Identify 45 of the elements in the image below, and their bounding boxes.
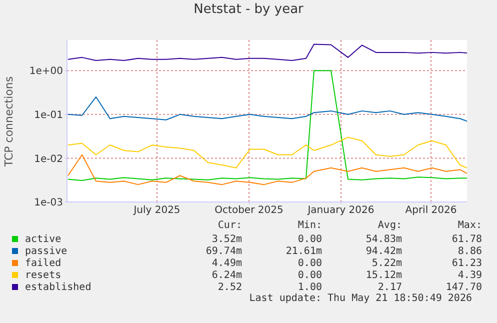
legend-label: failed (24, 258, 62, 268)
x-tick-label: October 2025 (214, 205, 284, 216)
line-series (68, 44, 467, 62)
y-tick-label: 1e-02 (34, 154, 63, 165)
text: Max: (456, 220, 482, 233)
text: 54.83m (364, 234, 402, 244)
text: 6.24m (210, 270, 242, 280)
y-tick-label: 1e-03 (34, 198, 63, 209)
line-series (68, 154, 467, 186)
legend-label: established (24, 282, 92, 292)
text: 1.00 (296, 282, 322, 292)
text: 0.00 (296, 258, 322, 268)
text: 4.49m (210, 258, 242, 268)
x-tick-label: January 2026 (306, 205, 374, 216)
y-tick-label: 1e+00 (29, 66, 63, 78)
text: Cur: (216, 220, 242, 233)
text: Avg: (376, 220, 402, 233)
y-axis-title: TCP connections (2, 76, 16, 166)
text: 8.86 (456, 246, 482, 256)
text: 147.70 (444, 282, 482, 292)
line-series (68, 136, 467, 168)
text: 94.42m (364, 246, 402, 256)
text: 2.52 (216, 282, 242, 292)
legend-label: active (24, 234, 62, 244)
y-tick-label: 1e-01 (34, 110, 63, 121)
text: Min: (296, 220, 322, 233)
text: 3.52m (210, 234, 242, 244)
legend-label: passive (24, 246, 68, 256)
line-series (68, 70, 467, 181)
text: 61.23 (450, 258, 482, 268)
text: 61.78 (450, 234, 482, 244)
text: Last update: Thu May 21 18:50:49 2026 (248, 293, 473, 306)
text: 15.12m (364, 270, 402, 280)
text: 5.22m (370, 258, 402, 268)
text: 4.39 (456, 270, 482, 280)
text: 69.74m (204, 246, 242, 256)
x-tick-label: July 2025 (132, 205, 180, 216)
text: 21.61m (284, 246, 322, 256)
text: 2.17 (376, 282, 402, 292)
legend-label: resets (24, 270, 62, 280)
chart-title: Netstat - by year (192, 2, 304, 17)
text: 0.00 (296, 234, 322, 244)
text: 0.00 (296, 270, 322, 280)
x-tick-label: April 2026 (405, 205, 457, 216)
line-series (68, 96, 467, 122)
